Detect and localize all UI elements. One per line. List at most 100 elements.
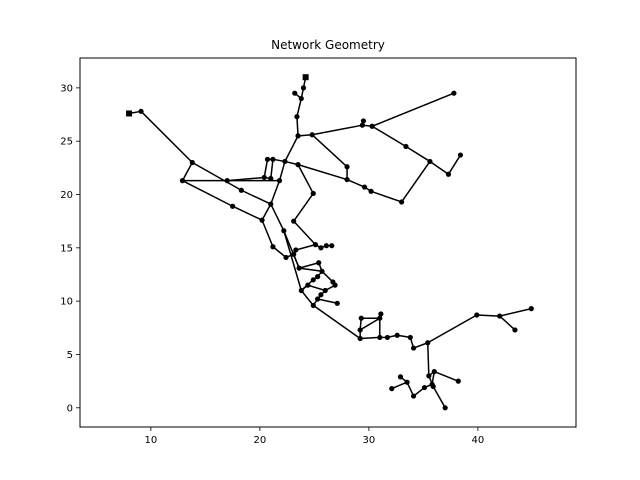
junction-node [138,108,144,114]
junction-node [368,188,374,194]
pipe-edge [296,98,303,117]
pipe-edge [391,381,408,390]
pipe-edge [295,243,316,251]
junction-node [410,393,417,399]
junction-node [315,274,321,280]
junction-node [457,152,464,158]
chart-title: Network Geometry [271,38,385,52]
pipe-edge [296,116,299,136]
pipe-edge [297,164,314,194]
pipe-edge [283,230,303,291]
pipe-edge [278,161,286,181]
junction-node [189,159,195,166]
junction-node [384,334,391,341]
junction-node [378,311,384,317]
junction-node [179,178,186,184]
pipe-edge [432,386,446,409]
y-tick-label: 30 [60,83,73,94]
pipe-edge [400,161,431,203]
junction-node [359,122,365,128]
junction-node [410,345,417,351]
junction-node [357,327,363,333]
pipe-edge [371,125,407,148]
pipe-edge [499,307,532,317]
plot-frame [79,57,577,428]
junction-node [291,251,297,257]
junction-node [281,228,287,234]
pipe-edge [312,304,361,340]
junction-node [431,368,437,375]
junction-node [319,268,325,274]
junction-node [451,90,457,96]
pipe-edge [307,284,326,292]
junction-node [270,156,276,162]
junction-node [322,287,328,294]
junction-node [430,383,436,390]
junction-node [295,133,301,139]
x-tick-label: 10 [144,435,157,446]
y-axis-ticks: 0 5 10 15 20 25 30 [60,83,80,414]
junction-node [298,287,304,294]
pipe-edge [300,290,314,306]
junction-node [407,334,413,341]
x-axis-ticks: 10 20 30 40 [144,427,484,446]
junction-node [238,187,244,193]
junction-node [512,327,518,333]
junction-node [404,379,410,385]
junction-node [283,254,289,261]
junction-node [224,178,230,184]
junction-node [291,218,297,224]
junction-node [312,242,319,248]
pipe-edge [359,317,381,331]
junction-node [377,334,383,341]
x-tick-label: 30 [363,435,376,446]
pipe-edge [312,124,363,136]
junction-node [474,312,480,318]
pipe-edge [263,159,269,178]
junction-node [270,244,276,250]
junction-node [323,243,329,249]
junction-node [394,332,400,338]
junction-node [334,300,340,306]
junction-node [389,386,395,392]
pipe-edge [499,315,516,331]
junction-node [528,306,534,312]
junction-node [455,378,461,384]
pipe-edge [284,135,299,162]
junction-node [442,405,448,411]
junction-node [344,176,350,183]
junction-node [310,302,316,309]
junction-node [403,143,409,150]
junction-node [397,374,404,380]
junction-node [264,156,271,162]
junction-node [268,201,274,207]
y-tick-label: 20 [60,190,73,201]
pipe-edge [293,220,317,246]
pipe-edge [476,314,500,317]
reservoir-node [302,74,309,81]
reservoir-node [126,110,133,117]
junction-node [309,132,315,138]
pipe-edge [270,159,274,179]
junction-node [344,164,350,170]
junction-node [268,175,274,182]
junction-node [357,335,363,342]
pipe-edge [360,336,380,340]
pipe-edge [270,180,281,205]
pipe-edge [140,110,193,164]
pipe-edge [298,262,319,269]
pipe-edge [447,154,462,175]
junction-node [316,260,322,266]
pipe-edge [317,298,338,305]
junction-node [292,90,298,96]
pipe-edge [261,203,272,221]
junction-node [315,296,321,302]
pipe-edge [241,189,272,205]
pipe-edge [434,370,459,382]
junction-node [445,171,452,177]
junction-node [369,123,375,129]
junction-node [358,315,364,321]
pipe-edge [299,267,323,273]
junction-node [293,247,299,253]
